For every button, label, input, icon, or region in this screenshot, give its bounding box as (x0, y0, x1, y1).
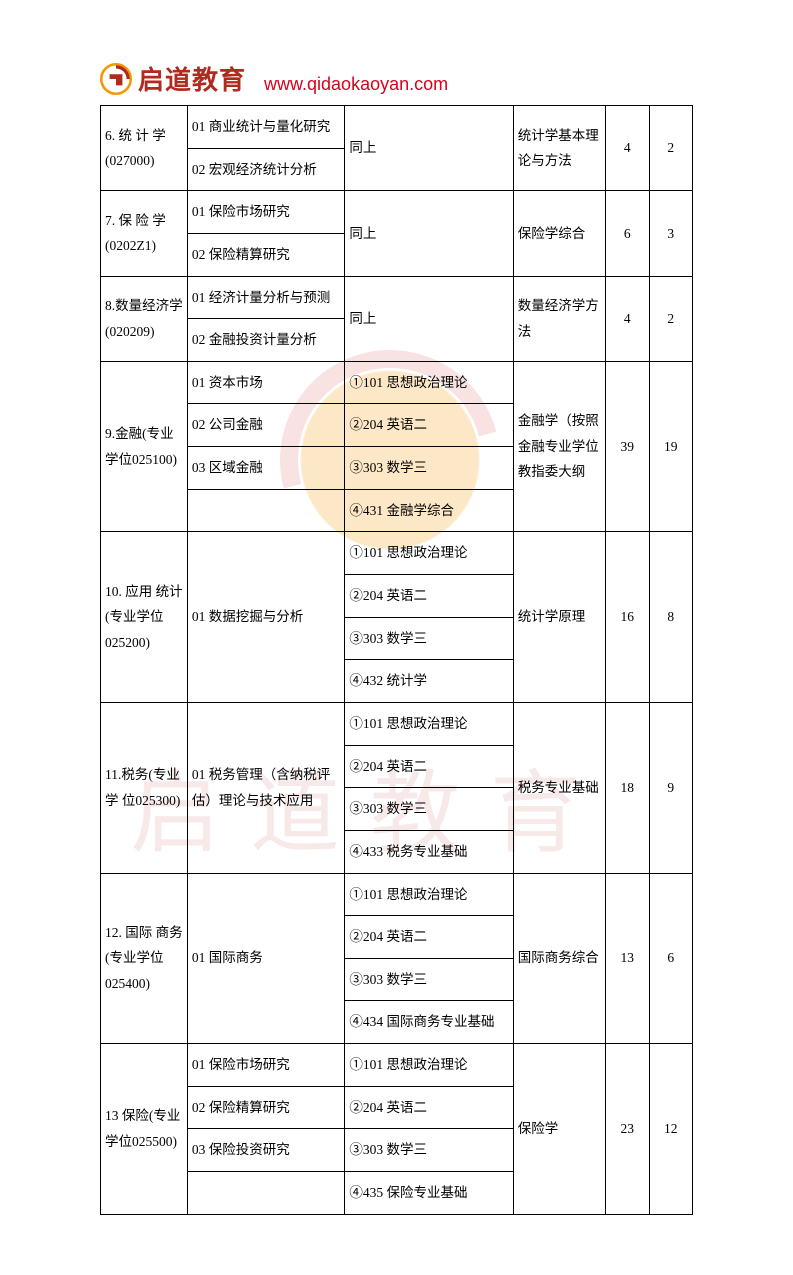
header: 启道教育 www.qidaokaoyan.com (100, 60, 693, 97)
brand-logo-icon (100, 63, 132, 95)
direction-cell: 01 国际商务 (187, 873, 345, 1044)
exam-cell: ①101 思想政治理论 (345, 532, 513, 575)
direction-cell: 01 数据挖掘与分析 (187, 532, 345, 703)
count-1-cell: 6 (606, 191, 649, 276)
count-1-cell: 4 (606, 276, 649, 361)
direction-cell (187, 1172, 345, 1215)
direction-cell: 03 区域金融 (187, 447, 345, 490)
retest-cell: 金融学（按照金融专业学位教指委大纲 (513, 361, 605, 532)
exam-cell: ③303 数学三 (345, 1129, 513, 1172)
count-2-cell: 9 (649, 702, 692, 873)
brand: 启道教育 (100, 60, 246, 97)
retest-cell: 数量经济学方法 (513, 276, 605, 361)
direction-cell: 02 金融投资计量分析 (187, 319, 345, 362)
direction-cell: 01 经济计量分析与预测 (187, 276, 345, 319)
direction-cell (187, 489, 345, 532)
count-2-cell: 12 (649, 1044, 692, 1215)
exam-cell: ④432 统计学 (345, 660, 513, 703)
retest-cell: 税务专业基础 (513, 702, 605, 873)
page: 启道教育 www.qidaokaoyan.com 6. 统 计 学 (02700… (0, 0, 793, 1275)
count-1-cell: 18 (606, 702, 649, 873)
major-cell: 11.税务(专业 学 位025300) (101, 702, 188, 873)
exam-cell: 同上 (345, 106, 513, 191)
retest-cell: 国际商务综合 (513, 873, 605, 1044)
exam-cell: ②204 英语二 (345, 745, 513, 788)
retest-cell: 保险学综合 (513, 191, 605, 276)
major-cell: 13 保险(专业学位025500) (101, 1044, 188, 1215)
exam-cell: ①101 思想政治理论 (345, 1044, 513, 1087)
major-cell: 6. 统 计 学 (027000) (101, 106, 188, 191)
count-2-cell: 3 (649, 191, 692, 276)
retest-cell: 统计学基本理论与方法 (513, 106, 605, 191)
direction-cell: 03 保险投资研究 (187, 1129, 345, 1172)
exam-cell: 同上 (345, 191, 513, 276)
count-2-cell: 6 (649, 873, 692, 1044)
exam-cell: ④434 国际商务专业基础 (345, 1001, 513, 1044)
exam-cell: ③303 数学三 (345, 447, 513, 490)
exam-cell: ①101 思想政治理论 (345, 361, 513, 404)
exam-cell: ①101 思想政治理论 (345, 873, 513, 916)
direction-cell: 01 保险市场研究 (187, 1044, 345, 1087)
exam-cell: ②204 英语二 (345, 404, 513, 447)
exam-cell: 同上 (345, 276, 513, 361)
direction-cell: 02 保险精算研究 (187, 1086, 345, 1129)
direction-cell: 02 公司金融 (187, 404, 345, 447)
direction-cell: 01 税务管理（含纳税评估）理论与技术应用 (187, 702, 345, 873)
exam-cell: ②204 英语二 (345, 575, 513, 618)
exam-cell: ③303 数学三 (345, 788, 513, 831)
major-cell: 12. 国际 商务(专业学位 025400) (101, 873, 188, 1044)
count-1-cell: 4 (606, 106, 649, 191)
exam-cell: ①101 思想政治理论 (345, 702, 513, 745)
exam-cell: ④431 金融学综合 (345, 489, 513, 532)
count-2-cell: 2 (649, 106, 692, 191)
site-url: www.qidaokaoyan.com (264, 74, 448, 97)
count-2-cell: 8 (649, 532, 692, 703)
exam-cell: ④433 税务专业基础 (345, 830, 513, 873)
major-cell: 7. 保 险 学 (0202Z1) (101, 191, 188, 276)
count-1-cell: 16 (606, 532, 649, 703)
direction-cell: 02 宏观经济统计分析 (187, 148, 345, 191)
major-cell: 9.金融(专业学位025100) (101, 361, 188, 532)
count-2-cell: 19 (649, 361, 692, 532)
count-1-cell: 23 (606, 1044, 649, 1215)
exam-cell: ②204 英语二 (345, 916, 513, 959)
major-cell: 8.数量经济学 (020209) (101, 276, 188, 361)
direction-cell: 01 资本市场 (187, 361, 345, 404)
exam-cell: ③303 数学三 (345, 617, 513, 660)
retest-cell: 保险学 (513, 1044, 605, 1215)
exam-cell: ③303 数学三 (345, 958, 513, 1001)
count-2-cell: 2 (649, 276, 692, 361)
direction-cell: 01 保险市场研究 (187, 191, 345, 234)
direction-cell: 02 保险精算研究 (187, 233, 345, 276)
exam-cell: ②204 英语二 (345, 1086, 513, 1129)
direction-cell: 01 商业统计与量化研究 (187, 106, 345, 149)
count-1-cell: 13 (606, 873, 649, 1044)
major-cell: 10. 应用 统计(专业学位 025200) (101, 532, 188, 703)
program-table: 6. 统 计 学 (027000)01 商业统计与量化研究同上统计学基本理论与方… (100, 105, 693, 1215)
count-1-cell: 39 (606, 361, 649, 532)
brand-name: 启道教育 (138, 60, 246, 97)
exam-cell: ④435 保险专业基础 (345, 1172, 513, 1215)
retest-cell: 统计学原理 (513, 532, 605, 703)
